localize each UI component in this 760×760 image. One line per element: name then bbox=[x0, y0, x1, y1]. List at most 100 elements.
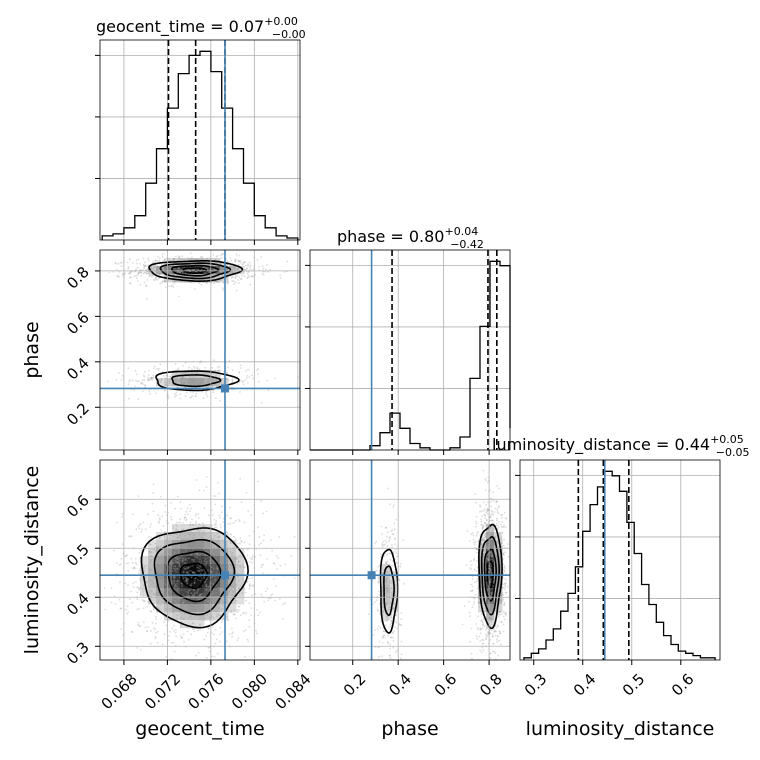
tick-label-luminosity_distance: 0.4 bbox=[63, 589, 93, 619]
scatter-point bbox=[227, 523, 230, 525]
scatter-point bbox=[484, 610, 486, 613]
scatter-point bbox=[378, 656, 380, 658]
density-cell bbox=[196, 604, 205, 613]
scatter-point bbox=[385, 603, 388, 605]
scatter-point bbox=[219, 560, 222, 563]
scatter-point bbox=[293, 577, 296, 579]
scatter-point bbox=[176, 378, 179, 380]
scatter-point bbox=[218, 514, 221, 516]
density-cell bbox=[164, 596, 173, 605]
scatter-point bbox=[482, 553, 485, 556]
scatter-point bbox=[153, 279, 155, 281]
scatter-point bbox=[208, 602, 211, 605]
scatter-point bbox=[199, 529, 202, 532]
tick-label-phase: 0.4 bbox=[385, 670, 415, 700]
scatter-point bbox=[485, 597, 487, 600]
scatter-point bbox=[293, 535, 296, 538]
scatter-point bbox=[386, 531, 389, 533]
scatter-point bbox=[154, 276, 157, 279]
scatter-point bbox=[169, 550, 172, 553]
scatter-point bbox=[272, 578, 275, 580]
diag-title-phase: phase = 0.80+0.04 −0.42 bbox=[337, 225, 484, 251]
scatter-point bbox=[120, 557, 123, 560]
scatter-point bbox=[388, 536, 391, 539]
scatter-point bbox=[386, 587, 389, 590]
scatter-point bbox=[142, 584, 145, 587]
scatter-point bbox=[174, 557, 177, 559]
scatter-point bbox=[497, 635, 499, 638]
scatter-point bbox=[492, 499, 495, 502]
scatter-point bbox=[486, 510, 489, 513]
scatter-point bbox=[158, 578, 161, 581]
scatter-point bbox=[210, 264, 213, 267]
scatter-point bbox=[231, 378, 234, 381]
scatter-point bbox=[165, 375, 168, 377]
scatter-point bbox=[498, 632, 501, 635]
tick-label-phase: 0.6 bbox=[63, 308, 93, 338]
scatter-point bbox=[212, 264, 215, 267]
scatter-point bbox=[191, 395, 194, 397]
scatter-point bbox=[212, 389, 214, 392]
scatter-point bbox=[390, 587, 393, 589]
scatter-point bbox=[400, 640, 403, 643]
scatter-point bbox=[220, 262, 222, 265]
scatter-point bbox=[172, 611, 175, 613]
scatter-point bbox=[159, 603, 162, 606]
scatter-point bbox=[234, 378, 236, 380]
scatter-point bbox=[182, 377, 184, 380]
scatter-point bbox=[493, 631, 496, 633]
ylabel-luminosity_distance: luminosity_distance bbox=[21, 466, 43, 655]
scatter-point bbox=[271, 549, 273, 552]
scatter-point bbox=[159, 272, 162, 274]
scatter-point bbox=[218, 369, 221, 371]
density-cell bbox=[486, 548, 495, 557]
scatter-point bbox=[503, 566, 505, 569]
scatter-point bbox=[119, 581, 121, 584]
scatter-point bbox=[222, 287, 225, 290]
scatter-point bbox=[243, 611, 246, 614]
scatter-point bbox=[179, 557, 182, 560]
scatter-point bbox=[263, 600, 266, 603]
scatter-point bbox=[493, 568, 496, 571]
scatter-point bbox=[491, 588, 494, 590]
scatter-point bbox=[158, 273, 161, 275]
scatter-point bbox=[150, 555, 153, 558]
scatter-point bbox=[169, 537, 172, 540]
scatter-point bbox=[115, 262, 117, 265]
scatter-point bbox=[159, 272, 162, 275]
density-cell bbox=[196, 620, 205, 629]
scatter-point bbox=[203, 266, 206, 269]
scatter-point bbox=[176, 536, 179, 539]
scatter-point bbox=[494, 535, 497, 538]
scatter-point bbox=[381, 589, 384, 592]
scatter-point bbox=[216, 532, 219, 535]
scatter-point bbox=[248, 584, 251, 587]
scatter-point bbox=[489, 550, 492, 553]
scatter-point bbox=[496, 559, 499, 562]
scatter-point bbox=[147, 369, 150, 372]
diag-title-phase-sub: −0.42 bbox=[450, 238, 484, 251]
density-cell bbox=[212, 556, 221, 565]
density-cell bbox=[140, 588, 149, 597]
scatter-point bbox=[242, 566, 245, 568]
scatter-point bbox=[222, 602, 225, 604]
scatter-point bbox=[216, 265, 219, 268]
scatter-point bbox=[216, 555, 219, 558]
scatter-point bbox=[171, 272, 174, 275]
scatter-point bbox=[167, 397, 170, 400]
scatter-point bbox=[260, 499, 262, 502]
scatter-point bbox=[494, 536, 497, 539]
scatter-point bbox=[211, 385, 214, 388]
scatter-point bbox=[390, 598, 393, 600]
scatter-point bbox=[227, 282, 229, 285]
scatter-point bbox=[496, 600, 498, 603]
scatter-point bbox=[168, 612, 171, 614]
scatter-point bbox=[495, 638, 498, 641]
scatter-point bbox=[393, 528, 396, 531]
scatter-point bbox=[158, 521, 160, 524]
scatter-point bbox=[156, 367, 158, 370]
scatter-point bbox=[483, 592, 486, 595]
density-cell bbox=[188, 258, 197, 267]
scatter-point bbox=[485, 524, 487, 526]
scatter-point bbox=[193, 258, 196, 261]
